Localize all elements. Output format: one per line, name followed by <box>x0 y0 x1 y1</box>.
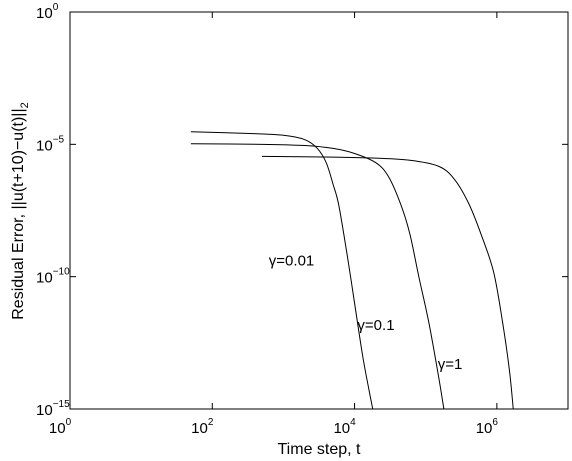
series-label-1: γ=0.1 <box>357 317 394 334</box>
y-tick-label: 10−15 <box>36 399 70 419</box>
series-label-2: γ=1 <box>438 356 463 373</box>
y-tick-base: 10 <box>36 270 53 287</box>
plot-area <box>69 11 569 410</box>
x-tick-base: 10 <box>476 420 493 437</box>
series-line-1 <box>190 143 445 410</box>
x-tick-label: 100 <box>49 417 72 437</box>
series-labels: γ=0.01 γ=0.1 γ=1 <box>269 253 463 373</box>
y-tick-label: 100 <box>36 2 59 22</box>
x-tick-base: 10 <box>333 420 350 437</box>
y-tick-exponent: 0 <box>53 2 59 13</box>
y-tick-label: 10−5 <box>36 134 65 154</box>
series-layer <box>190 131 514 410</box>
x-tick-exponent: 4 <box>350 417 356 428</box>
x-axis-ticks: 100 102 104 106 <box>49 12 499 437</box>
y-axis-label-subscript: 2 <box>19 102 31 108</box>
y-tick-label: 10−10 <box>36 267 70 287</box>
y-axis-label: Residual Error, ||u(t+10)−u(t)||2 <box>10 102 31 320</box>
y-tick-base: 10 <box>36 5 53 22</box>
y-tick-base: 10 <box>36 402 53 419</box>
x-tick-base: 10 <box>49 420 66 437</box>
y-tick-exponent: −5 <box>53 134 65 145</box>
y-axis-label-main: Residual Error, ||u(t+10)−u(t)|| <box>10 108 27 319</box>
series-label-0: γ=0.01 <box>269 253 314 270</box>
series-line-0 <box>190 131 374 410</box>
series-line-2 <box>262 155 514 410</box>
y-tick-exponent: −10 <box>53 267 70 278</box>
x-tick-label: 104 <box>333 417 356 437</box>
x-tick-label: 106 <box>476 417 499 437</box>
y-tick-base: 10 <box>36 137 53 154</box>
x-tick-base: 10 <box>191 420 208 437</box>
y-tick-exponent: −15 <box>53 399 70 410</box>
x-axis-label: Time step, t <box>278 441 362 458</box>
x-tick-exponent: 2 <box>208 417 214 428</box>
x-tick-exponent: 6 <box>492 417 498 428</box>
x-tick-exponent: 0 <box>66 417 72 428</box>
x-tick-label: 102 <box>191 417 214 437</box>
